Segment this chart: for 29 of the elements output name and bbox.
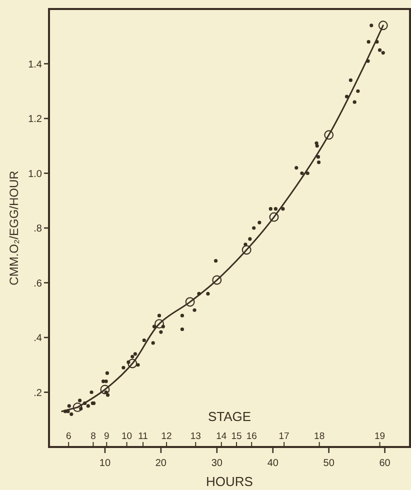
annotation: 13: [190, 431, 201, 442]
annotation: STAGE: [208, 409, 252, 424]
annotation: 17: [278, 431, 290, 442]
x-tick-label: 30: [211, 458, 223, 469]
annotation: 15: [231, 431, 242, 442]
annotation: 8: [90, 431, 96, 442]
y-tick-label: .2: [34, 388, 42, 399]
y-tick-label: 1.4: [28, 59, 42, 70]
x-tick-label: 60: [379, 458, 391, 469]
x-tick-label: 40: [267, 458, 279, 469]
annotation: 19: [374, 431, 386, 442]
annotation: 11: [138, 431, 148, 442]
x-tick-label: 20: [155, 458, 167, 469]
annotation: 10: [122, 431, 132, 442]
y-tick-label: 1.2: [28, 114, 42, 125]
y-tick-label: .6: [34, 278, 42, 290]
x-axis-title: HOURS: [206, 474, 254, 489]
y-tick-label: .4: [34, 333, 42, 344]
x-tick-label: 10: [99, 458, 111, 469]
y-tick-label: 1.0: [28, 168, 42, 180]
annotation: 14: [216, 431, 227, 442]
annotation: 18: [314, 431, 325, 442]
x-tick-label: 50: [323, 458, 335, 469]
y-tick-label: .8: [34, 224, 42, 234]
annotation: 9: [104, 431, 110, 442]
y-axis-title: CMM.O₂/EGG/HOUR: [7, 170, 21, 286]
annotation: 16: [246, 431, 257, 442]
annotation: 6: [66, 431, 72, 442]
annotation: 12: [161, 431, 172, 442]
